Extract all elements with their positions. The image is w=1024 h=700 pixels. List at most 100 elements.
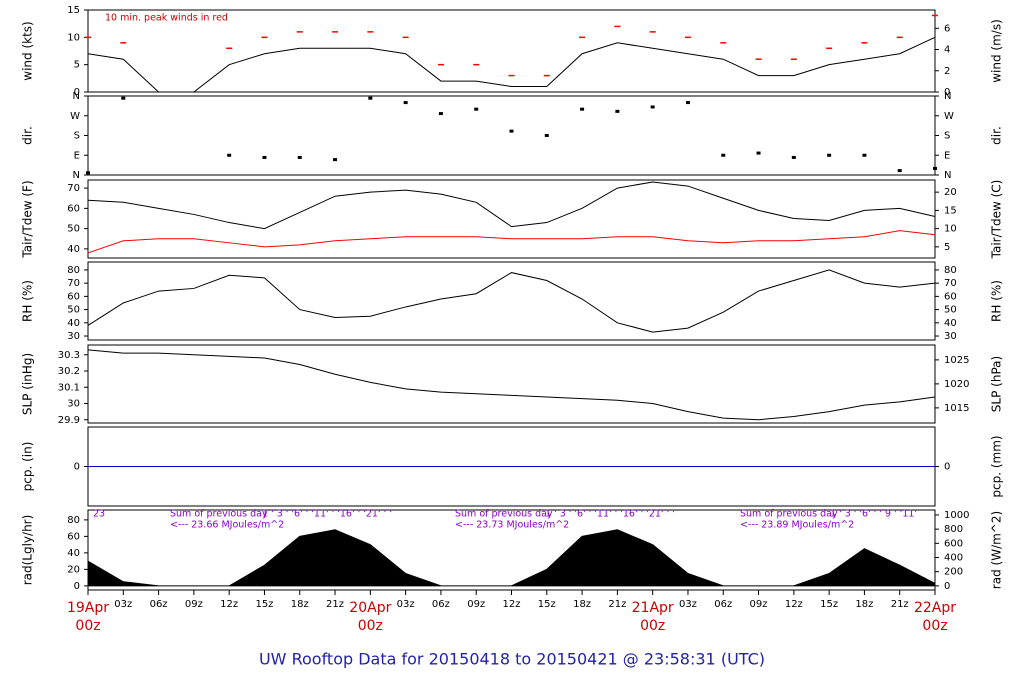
- y2-tick-label: 70: [944, 278, 957, 289]
- y2-tick-label: 60: [944, 291, 957, 302]
- direction-point: [827, 153, 832, 157]
- peak-dash: [296, 31, 303, 33]
- x-tick-label: 00z: [358, 618, 383, 634]
- x-tick-label: 06z: [714, 599, 732, 610]
- y-tick-label: 60: [67, 203, 80, 214]
- y2-tick-label: 400: [944, 553, 963, 564]
- y-tick-label: 40: [67, 318, 80, 329]
- y-axis-label: Tair/Tdew (F): [21, 180, 35, 258]
- direction-point: [227, 153, 232, 157]
- y2-tick-label: 20: [944, 187, 957, 198]
- y2-tick-label: 10: [944, 224, 957, 235]
- peak-dash: [402, 36, 409, 39]
- peak-dash: [261, 36, 268, 39]
- area: [87, 529, 936, 587]
- day-label: 21Apr: [632, 600, 674, 616]
- peak-dash: [649, 31, 656, 33]
- peak-dash: [120, 42, 127, 44]
- y2-tick-label: 50: [944, 305, 957, 316]
- y-tick-label: N: [73, 91, 80, 102]
- y-tick-label: 60: [67, 531, 80, 542]
- day-label: 22Apr: [914, 600, 956, 616]
- panel-frame: [87, 9, 936, 93]
- x-tick-label: 00z: [75, 618, 100, 634]
- y2-tick-label: N: [944, 91, 951, 102]
- x-tick-label: 09z: [750, 599, 768, 610]
- x-tick-label: 21z: [326, 599, 344, 610]
- line: [87, 349, 936, 421]
- y2-tick-label: 40: [944, 318, 957, 329]
- peak-dash: [437, 63, 444, 66]
- line: [87, 181, 936, 230]
- y-tick-label: 80: [67, 265, 80, 276]
- direction-point: [791, 155, 796, 159]
- annotation: <--- 23.66 MJoules/m^2: [170, 520, 284, 531]
- direction-point: [474, 107, 479, 111]
- y2-axis-label: wind (m/s): [990, 19, 1004, 83]
- y-tick-label: 60: [67, 291, 80, 302]
- x-tick-label: 03z: [679, 599, 697, 610]
- peak-dash: [790, 58, 797, 60]
- y2-tick-label: 4: [944, 45, 950, 56]
- y2-tick-label: 1025: [944, 355, 969, 366]
- peak-dash: [755, 58, 762, 60]
- direction-point: [121, 96, 126, 100]
- y-axis-label: rad(Lgly/hr): [21, 515, 35, 586]
- y-tick-label: W: [70, 111, 80, 122]
- x-tick-label: 15z: [820, 599, 838, 610]
- peak-dash: [932, 14, 938, 17]
- direction-point: [438, 112, 443, 116]
- footer-title: UW Rooftop Data for 20150418 to 20150421…: [259, 650, 765, 669]
- x-tick-label: 09z: [185, 599, 203, 610]
- y-axis-label: wind (kts): [21, 21, 35, 80]
- peak-dash: [473, 63, 480, 66]
- y2-tick-label: W: [944, 111, 954, 122]
- direction-point: [721, 153, 726, 157]
- peak-dash: [508, 74, 515, 77]
- y2-tick-label: E: [944, 150, 950, 161]
- x-tick-label: 12z: [785, 599, 803, 610]
- peak-dash: [543, 74, 550, 77]
- x-tick-label: 15z: [255, 599, 273, 610]
- x-tick-label: 06z: [432, 599, 450, 610]
- y2-tick-label: 1015: [944, 403, 969, 414]
- peak-dash: [720, 42, 727, 44]
- panel-frame: [87, 261, 936, 341]
- y-tick-label: S: [74, 131, 80, 142]
- y2-tick-label: 600: [944, 538, 963, 549]
- x-tick-label: 21z: [891, 599, 909, 610]
- direction-point: [862, 153, 867, 157]
- annotation: Sum of previous day: [455, 509, 553, 520]
- y2-tick-label: 2: [944, 66, 950, 77]
- direction-point: [544, 134, 549, 137]
- panel-frame: [87, 179, 936, 259]
- y-tick-label: 50: [67, 224, 80, 235]
- y2-tick-label: N: [944, 170, 951, 181]
- y-tick-label: 0: [74, 462, 80, 473]
- annotation: 1 ' 3 ' '6' ' ' 9 ' '11': [830, 509, 917, 520]
- direction-point: [580, 107, 585, 111]
- day-label: 20Apr: [349, 600, 391, 616]
- y2-tick-label: 1020: [944, 379, 969, 390]
- annotation: 1 ' 3 ' '6' ' '11' ' '16' ' '21' ' ': [545, 509, 675, 520]
- annotation: Sum of previous day: [170, 509, 268, 520]
- y2-tick-label: 6: [944, 23, 950, 34]
- x-tick-label: 18z: [855, 599, 873, 610]
- y-tick-label: 15: [67, 5, 80, 16]
- y2-axis-label: SLP (hPa): [990, 356, 1004, 412]
- y-tick-label: 0: [74, 87, 80, 98]
- y2-tick-label: 5: [944, 242, 950, 253]
- y2-axis-label: Tair/Tdew (C): [990, 180, 1004, 260]
- y-axis-label: RH (%): [21, 280, 35, 322]
- direction-point: [333, 158, 338, 162]
- peak-dash: [579, 36, 586, 39]
- peak-dash: [85, 36, 91, 39]
- annotation: 10 min. peak winds in red: [105, 13, 228, 24]
- y2-tick-label: 30: [944, 331, 957, 342]
- annotation: Sum of previous day: [740, 509, 838, 520]
- y-tick-label: 80: [67, 515, 80, 526]
- y-tick-label: 40: [67, 244, 80, 255]
- y2-tick-label: 80: [944, 265, 957, 276]
- direction-point: [262, 155, 267, 159]
- x-tick-label: 00z: [922, 618, 947, 634]
